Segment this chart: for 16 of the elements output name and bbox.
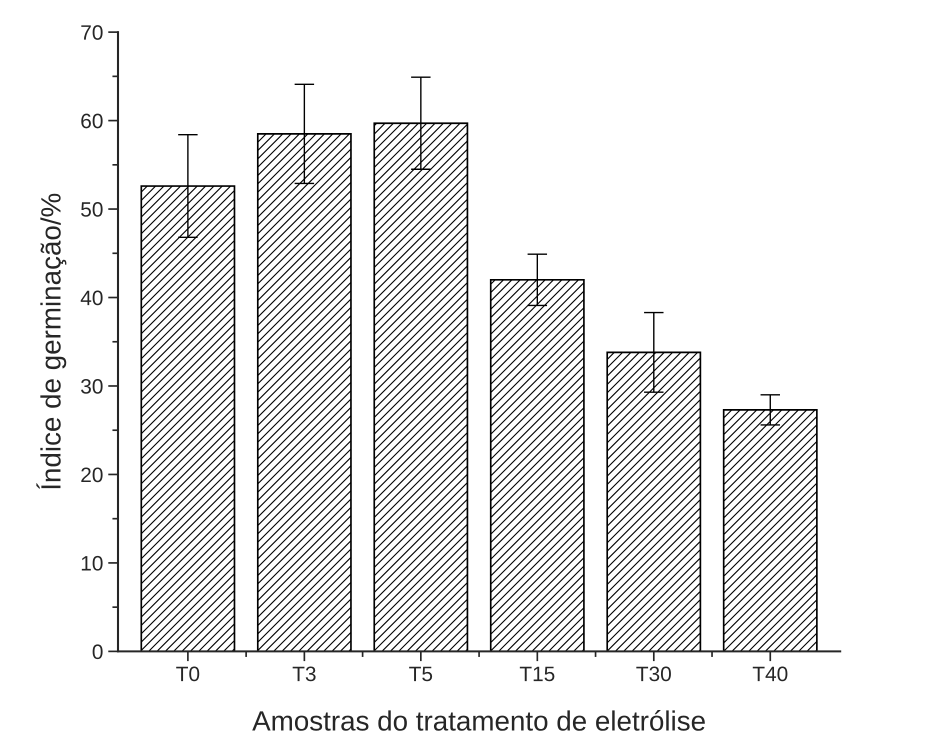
x-tick-label: T0 [176, 666, 200, 682]
x-tick-label: T5 [409, 666, 432, 682]
y-tick-label: 0 [92, 644, 103, 660]
x-tick-label: T15 [520, 666, 554, 682]
x-axis-title: Amostras do tratamento de eletrólise [252, 710, 705, 731]
y-tick-label: 20 [81, 467, 103, 482]
y-tick-label: 70 [81, 25, 103, 40]
y-axis-title: Índice de germinação/% [36, 194, 66, 489]
x-tick-label: T30 [636, 666, 671, 682]
y-tick-label: 40 [80, 290, 103, 306]
y-tick-label: 10 [82, 556, 103, 571]
x-tick-label: T3 [292, 666, 316, 682]
x-tick-label: T40 [752, 666, 788, 682]
y-tick-label: 30 [81, 378, 103, 394]
y-tick-label: 60 [81, 114, 103, 128]
y-tick-label: 50 [81, 202, 103, 217]
